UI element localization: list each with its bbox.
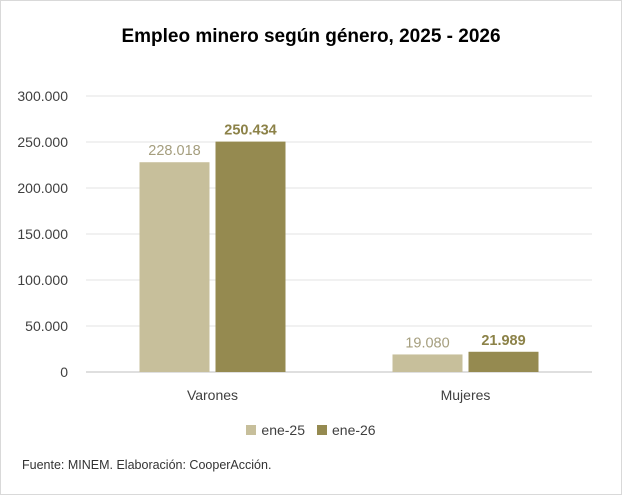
y-tick-label: 300.000 <box>17 88 68 104</box>
y-tick-label: 50.000 <box>25 318 68 334</box>
y-tick-label: 250.000 <box>17 134 68 150</box>
source-note: Fuente: MINEM. Elaboración: CooperAcción… <box>22 458 272 472</box>
bar-ene-25-mujeres <box>392 354 463 372</box>
y-tick-label: 100.000 <box>17 272 68 288</box>
bar-ene-26-mujeres <box>468 351 539 372</box>
y-tick-label: 150.000 <box>17 226 68 242</box>
legend-swatch-ene-25 <box>246 425 257 435</box>
bar-ene-26-varones <box>215 141 286 372</box>
x-tick-label: Varones <box>187 387 238 403</box>
data-label: 228.018 <box>148 143 200 159</box>
bar-ene-25-varones <box>139 162 210 372</box>
legend-item-ene-26: ene-26 <box>317 422 376 438</box>
legend-label-ene-25: ene-25 <box>261 422 305 438</box>
y-tick-label: 0 <box>60 364 68 380</box>
data-label: 19.080 <box>405 335 449 351</box>
legend-swatch-ene-26 <box>317 425 327 435</box>
y-tick-label: 200.000 <box>17 180 68 196</box>
data-label: 21.989 <box>481 333 525 349</box>
legend-item-ene-25: ene-25 <box>246 422 305 438</box>
legend-label-ene-26: ene-26 <box>332 422 376 438</box>
chart-title: Empleo minero según género, 2025 - 2026 <box>121 26 501 47</box>
legend: ene-25 ene-26 <box>0 422 622 438</box>
x-tick-label: Mujeres <box>441 387 491 403</box>
data-label: 250.434 <box>224 123 276 139</box>
